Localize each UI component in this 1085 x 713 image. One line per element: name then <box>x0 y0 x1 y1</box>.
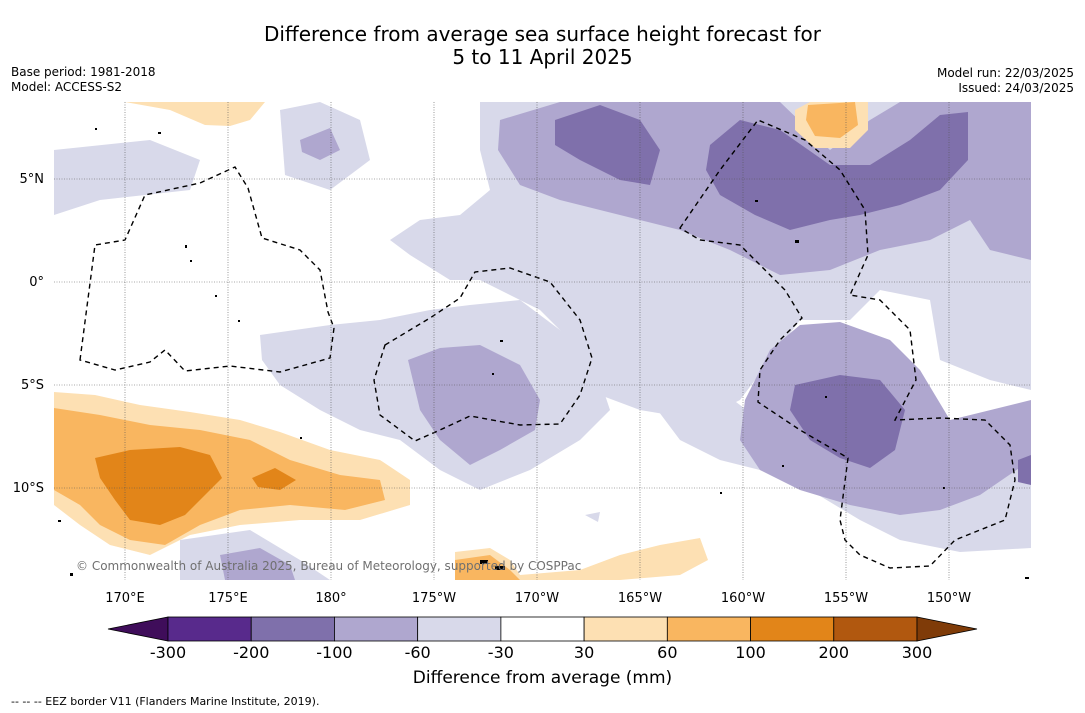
colorbar-tick-label: -300 <box>149 643 187 662</box>
colorbar-tick-label: 30 <box>573 643 595 662</box>
lon-label: 160°W <box>721 591 765 606</box>
colorbar-max-arrow <box>916 616 978 642</box>
colorbar-swatch <box>417 616 502 642</box>
colorbar-swatch <box>833 616 918 642</box>
lon-label: 170°E <box>105 591 145 606</box>
lon-label: 165°W <box>618 591 662 606</box>
colorbar-swatch <box>666 616 751 642</box>
colorbar-min-arrow <box>107 616 169 642</box>
colorbar <box>107 616 978 642</box>
chart-title-line1: Difference from average sea surface heig… <box>263 22 822 46</box>
colorbar-swatch <box>334 616 419 642</box>
issued-date: Issued: 24/03/2025 <box>958 81 1074 95</box>
colorbar-label: Difference from average (mm) <box>412 668 673 688</box>
chart-title-line2: 5 to 11 April 2025 <box>452 45 633 69</box>
lon-label: 170°W <box>515 591 559 606</box>
colorbar-tick-label: 100 <box>735 643 766 662</box>
lat-label: 10°S <box>13 481 44 496</box>
colorbar-swatch <box>250 616 335 642</box>
lat-label: 5°S <box>21 378 44 393</box>
colorbar-swatch <box>583 616 668 642</box>
colorbar-swatch <box>500 616 585 642</box>
colorbar-swatch <box>750 616 835 642</box>
colorbar-tick-label: -100 <box>316 643 353 662</box>
meta-left: Base period: 1981-2018 Model: ACCESS-S2 <box>11 65 156 95</box>
lon-label: 180° <box>315 591 346 606</box>
map-field <box>54 102 1031 580</box>
colorbar-tick-label: 200 <box>818 643 850 662</box>
lon-label: 150°W <box>927 591 971 606</box>
eez-footnote: -- -- -- EEZ border V11 (Flanders Marine… <box>11 695 320 708</box>
colorbar-swatch <box>167 616 252 642</box>
copyright-watermark: © Commonwealth of Australia 2025, Bureau… <box>76 559 581 573</box>
lon-label: 155°W <box>824 591 868 606</box>
colorbar-tick-label: 300 <box>901 643 933 662</box>
colorbar-tick-label: -30 <box>487 643 514 662</box>
base-period: Base period: 1981-2018 <box>11 65 156 79</box>
lon-label: 175°W <box>412 591 456 606</box>
colorbar-tick-label: -200 <box>233 643 270 662</box>
colorbar-tick-label: -60 <box>404 643 431 662</box>
model-name: Model: ACCESS-S2 <box>11 80 123 94</box>
meta-right: Model run: 22/03/2025 Issued: 24/03/2025 <box>937 66 1074 96</box>
lat-label: 0° <box>29 275 44 290</box>
model-run: Model run: 22/03/2025 <box>936 66 1074 80</box>
lat-label: 5°N <box>20 172 45 187</box>
colorbar-tick-label: 60 <box>657 643 678 662</box>
lon-label: 175°E <box>208 591 248 606</box>
